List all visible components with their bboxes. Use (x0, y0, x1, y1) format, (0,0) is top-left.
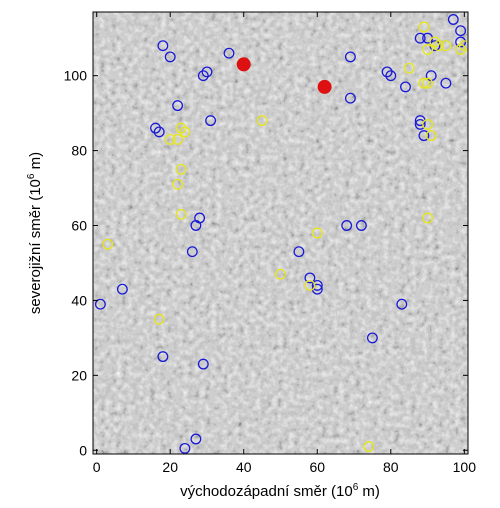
data-point (422, 118, 434, 130)
data-point (179, 442, 191, 454)
data-point (304, 279, 316, 291)
data-point (418, 21, 430, 33)
data-point (275, 268, 286, 280)
data-point (102, 238, 114, 250)
data-point (355, 220, 367, 231)
data-point (317, 79, 332, 94)
y-axis-title: severojižní směr (106 m) (26, 152, 44, 314)
x-tick-label: 80 (383, 459, 399, 475)
data-point (311, 227, 323, 239)
data-point (157, 351, 169, 363)
data-point (396, 298, 408, 310)
data-point (341, 220, 353, 231)
data-point (172, 100, 184, 112)
data-point (164, 133, 176, 145)
y-tick-label: 0 (79, 442, 87, 458)
data-point (304, 272, 316, 284)
data-point (153, 313, 165, 325)
data-point (175, 163, 187, 175)
data-point (440, 40, 452, 52)
data-point (363, 441, 375, 452)
data-point (175, 122, 187, 134)
x-tick-label: 0 (93, 459, 101, 475)
data-point (197, 358, 209, 370)
data-point (186, 246, 198, 258)
data-point (381, 66, 393, 78)
data-point (172, 133, 184, 145)
data-point (150, 122, 161, 134)
data-point (94, 298, 106, 310)
data-point (153, 126, 165, 138)
data-point (425, 130, 437, 142)
data-point (418, 130, 430, 142)
data-point (179, 126, 191, 138)
data-point (175, 208, 187, 220)
y-tick-label: 40 (71, 292, 87, 308)
data-point (116, 283, 128, 295)
data-point (458, 40, 468, 52)
data-point (197, 70, 209, 82)
data-point (190, 220, 202, 231)
data-point (422, 44, 434, 55)
data-point (190, 433, 202, 445)
data-point (344, 92, 356, 104)
data-point (366, 332, 378, 344)
data-point (440, 77, 452, 89)
data-point (311, 279, 323, 291)
data-point (157, 40, 169, 52)
data-point (344, 51, 356, 63)
axis-ticks: 0 20 40 60 80 100 0 20 40 60 80 100 (64, 12, 477, 475)
y-tick-label: 100 (64, 68, 88, 84)
data-point (164, 51, 176, 63)
data-point (455, 36, 467, 48)
data-point (418, 77, 430, 89)
data-point (422, 212, 434, 224)
data-point (455, 25, 467, 37)
data-point (403, 62, 415, 74)
data-point (236, 57, 251, 72)
data-point (433, 40, 445, 52)
data-point (293, 246, 305, 258)
y-tick-label: 20 (71, 367, 87, 383)
data-point (400, 81, 411, 93)
x-tick-label: 60 (309, 459, 325, 475)
y-tick-label: 80 (71, 143, 87, 159)
data-point (422, 77, 434, 89)
noise-map (93, 12, 468, 454)
data-point (205, 115, 217, 127)
data-point (414, 32, 426, 44)
data-point (414, 118, 426, 130)
data-point (455, 44, 467, 55)
data-point (385, 70, 397, 82)
data-point (256, 115, 268, 127)
data-point (223, 47, 235, 59)
y-tick-label: 60 (71, 218, 87, 234)
data-point (429, 36, 441, 48)
data-marks (94, 14, 468, 454)
plot-frame (92, 11, 469, 455)
x-tick-label: 40 (236, 459, 252, 475)
x-axis-title: východozápadní směr (106 m) (180, 482, 380, 500)
data-point (172, 178, 184, 190)
data-point (201, 66, 213, 78)
x-tick-label: 20 (162, 459, 178, 475)
x-tick-label: 100 (453, 459, 477, 475)
data-point (447, 14, 459, 25)
